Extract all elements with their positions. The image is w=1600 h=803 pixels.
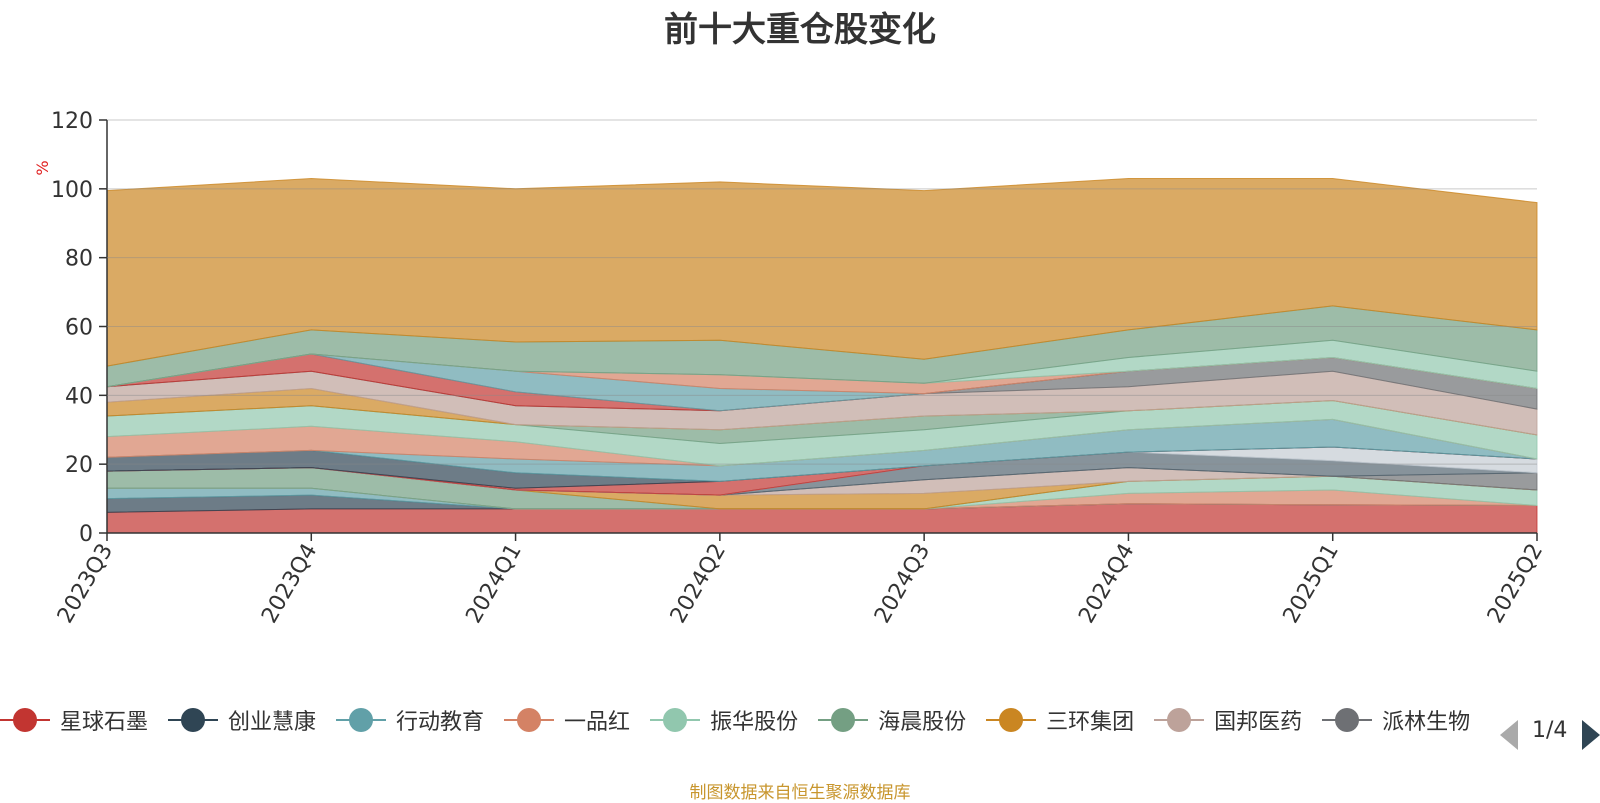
legend-marker-icon [1322, 708, 1373, 732]
legend-marker-icon [0, 708, 50, 732]
legend-marker-icon [168, 708, 219, 732]
x-tick-label: 2024Q2 [666, 540, 731, 628]
x-tick-label: 2025Q2 [1483, 540, 1548, 628]
area-series-25 [106, 177, 1538, 367]
x-tick-label: 2024Q1 [461, 540, 526, 628]
y-tick-label: 40 [65, 384, 93, 409]
legend-marker-icon [986, 708, 1037, 732]
y-tick-label: 80 [65, 247, 93, 272]
grid-layer [107, 119, 1537, 465]
y-tick-label: 20 [65, 453, 93, 478]
y-tick-label: 120 [51, 109, 93, 134]
legend: 星球石墨 创业慧康 行动教育 一品红 振华股份 海晨股份 三环集团 国邦医药 派林生物 [0, 700, 1510, 740]
x-tick-label: 2024Q4 [1074, 540, 1139, 628]
legend-marker-icon [336, 708, 387, 732]
legend-item[interactable]: 一品红 [504, 700, 630, 740]
legend-prev-page-icon[interactable] [1500, 720, 1518, 750]
x-tick-label: 2023Q3 [53, 540, 118, 628]
legend-item[interactable]: 三环集团 [986, 700, 1134, 740]
legend-item[interactable]: 星球石墨 [0, 700, 148, 740]
legend-item[interactable]: 行动教育 [336, 700, 484, 740]
legend-marker-icon [818, 708, 869, 732]
legend-marker-icon [650, 708, 701, 732]
legend-item-label: 行动教育 [396, 710, 485, 735]
legend-item[interactable]: 海晨股份 [818, 700, 966, 740]
legend-item[interactable]: 创业慧康 [168, 700, 316, 740]
source-note: 制图数据来自恒生聚源数据库 [689, 783, 911, 803]
y-tick-label: 100 [51, 178, 93, 203]
legend-item-label: 振华股份 [710, 710, 799, 735]
chart-title: 前十大重仓股变化 [664, 10, 936, 50]
legend-item-label: 国邦医药 [1214, 710, 1303, 735]
x-tick-label: 2024Q3 [870, 540, 935, 628]
area-layer [106, 177, 1538, 534]
y-tick-label: 0 [79, 522, 93, 547]
legend-item-label: 派林生物 [1382, 710, 1471, 735]
x-tick-label: 2023Q4 [257, 540, 322, 628]
y-tick-label: 60 [65, 316, 93, 341]
legend-item-label: 星球石墨 [60, 710, 149, 735]
legend-item-label: 三环集团 [1046, 710, 1135, 735]
x-tick-label: 2025Q1 [1279, 540, 1344, 628]
legend-item-label: 创业慧康 [228, 710, 317, 735]
legend-item[interactable]: 国邦医药 [1154, 700, 1302, 740]
legend-item[interactable]: 振华股份 [650, 700, 798, 740]
legend-page-indicator: 1/4 [1532, 718, 1568, 743]
legend-item-label: 海晨股份 [878, 710, 967, 735]
legend-pager: 1/4 [1500, 716, 1600, 752]
legend-item-label: 一品红 [564, 710, 631, 735]
y-axis-label: % [33, 160, 52, 175]
legend-item[interactable]: 派林生物 [1322, 700, 1470, 740]
legend-next-page-icon[interactable] [1582, 720, 1600, 750]
legend-marker-icon [1154, 708, 1205, 732]
legend-marker-icon [504, 708, 555, 732]
